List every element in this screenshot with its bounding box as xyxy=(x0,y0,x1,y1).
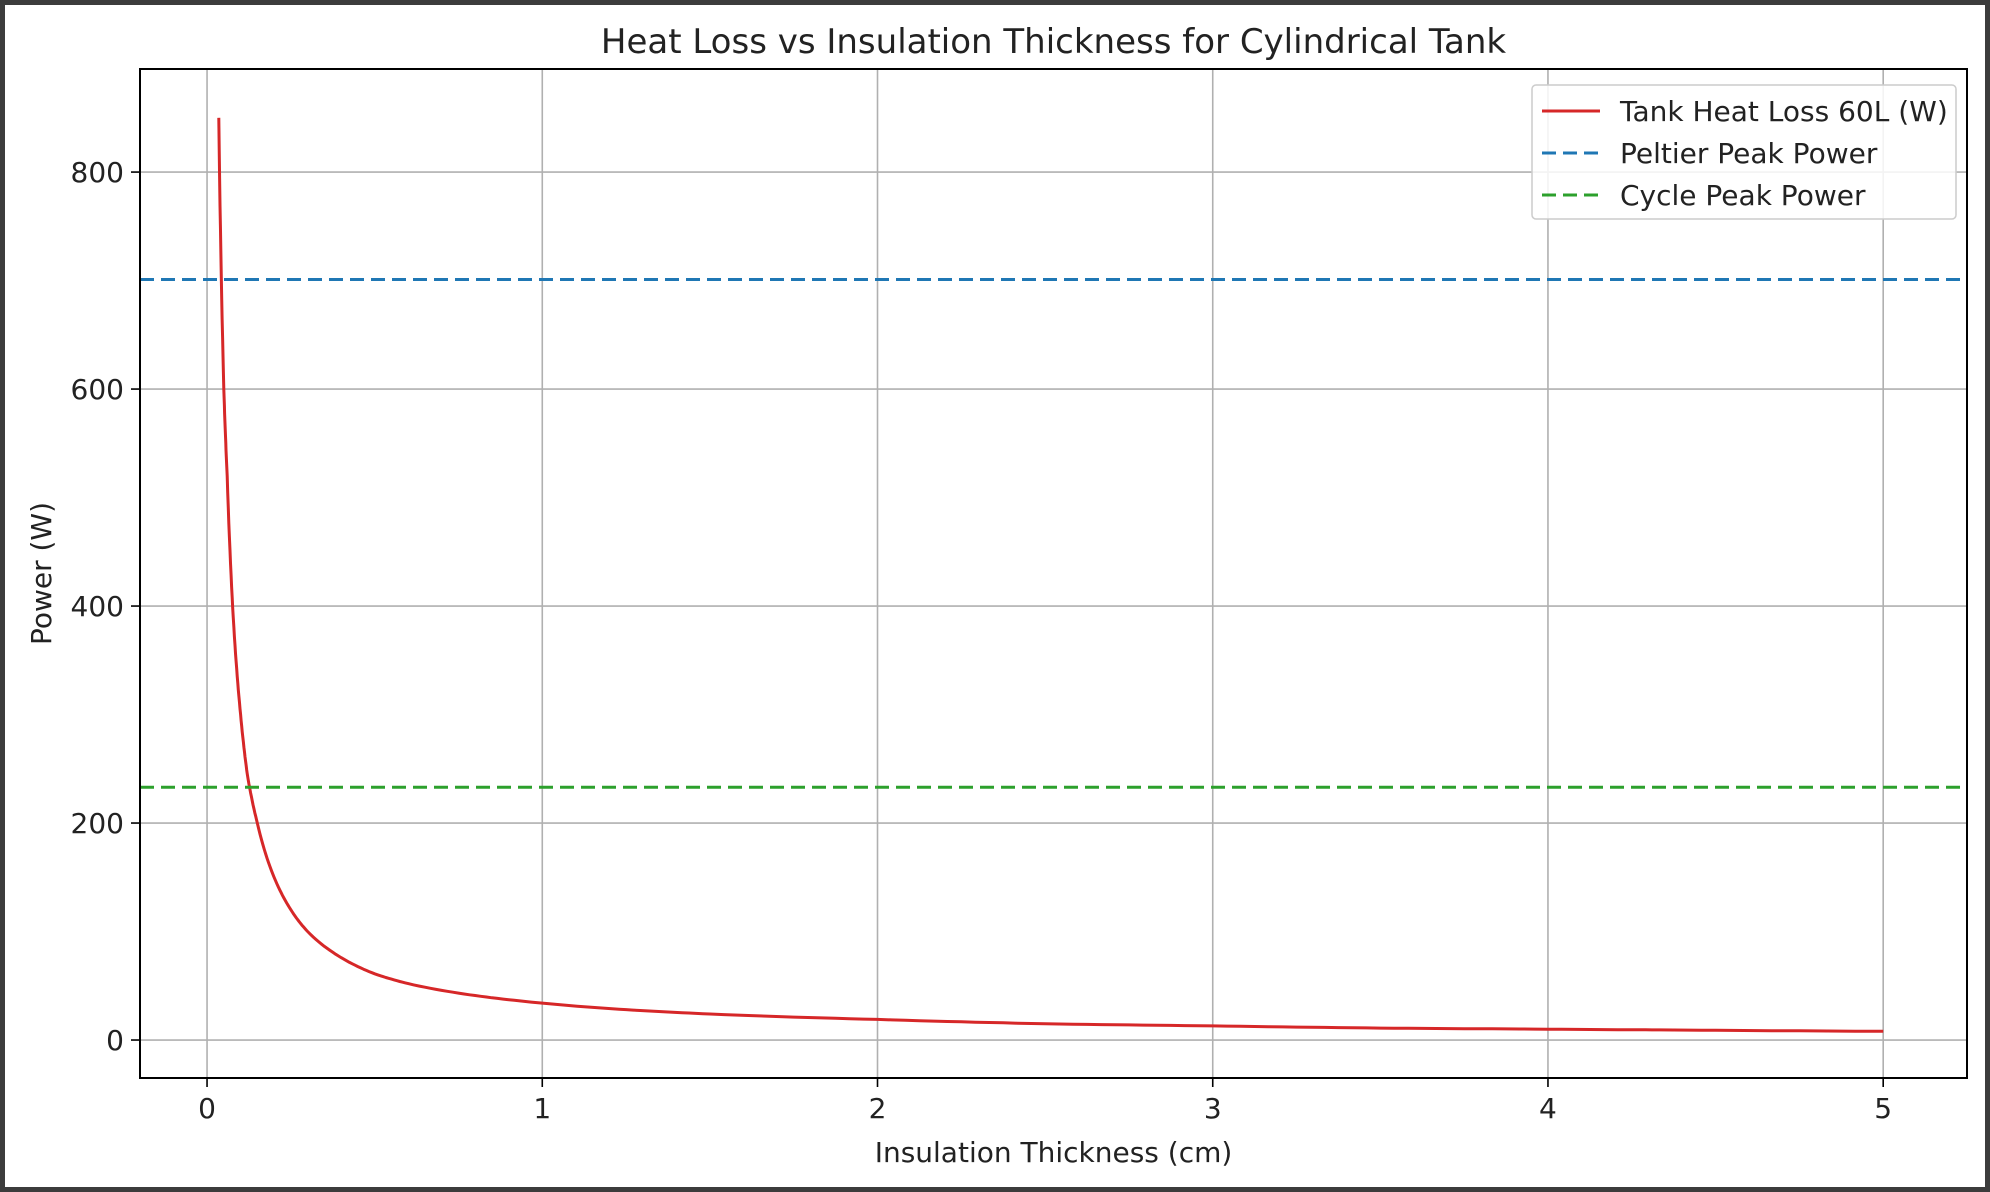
y-tick-label: 200 xyxy=(71,807,124,840)
plot-area-border xyxy=(139,68,1968,1079)
x-tick-label: 0 xyxy=(198,1092,216,1125)
y-tick-label: 400 xyxy=(71,590,124,623)
x-axis-label: Insulation Thickness (cm) xyxy=(875,1136,1233,1169)
x-tick-label: 2 xyxy=(869,1092,887,1125)
y-axis-label: Power (W) xyxy=(25,502,58,645)
series-line-tank-heat-loss xyxy=(217,117,1884,1033)
grid xyxy=(140,69,1967,1078)
heat-loss-chart: 0 1 2 3 4 5 0 200 400 600 800 Heat Loss vs Insulat… xyxy=(25,22,1968,1169)
y-tick-label: 0 xyxy=(106,1024,124,1057)
x-tick-label: 5 xyxy=(1874,1092,1892,1125)
x-tick-label: 4 xyxy=(1539,1092,1557,1125)
figure-frame: 0 1 2 3 4 5 0 200 400 600 800 Heat Loss vs Insulat… xyxy=(5,5,1985,1187)
chart-title: Heat Loss vs Insulation Thickness for Cy… xyxy=(601,22,1507,62)
legend-entry-label: Peltier Peak Power xyxy=(1620,137,1878,170)
legend-entry-label: Tank Heat Loss 60L (W) xyxy=(1619,95,1948,128)
x-tick-label: 1 xyxy=(533,1092,551,1125)
y-tick-label: 800 xyxy=(71,156,124,189)
legend-box xyxy=(1531,84,1957,220)
x-tick-label: 3 xyxy=(1204,1092,1222,1125)
y-tick-label: 600 xyxy=(71,373,124,406)
legend-entry-label: Cycle Peak Power xyxy=(1620,179,1866,212)
legend: Tank Heat Loss 60L (W) Peltier Peak Power… xyxy=(1531,84,1957,220)
plot-series xyxy=(140,117,1967,1033)
axis-ticks: 0 1 2 3 4 5 0 200 400 600 800 xyxy=(71,156,1893,1125)
